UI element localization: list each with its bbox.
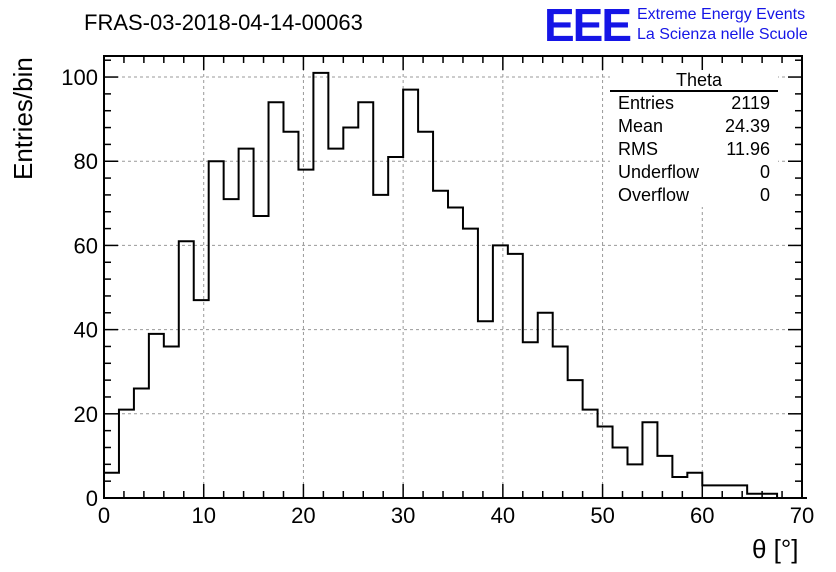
x-tick-label: 50 [590, 503, 614, 528]
y-tick-label: 0 [86, 486, 98, 511]
stat-row-rms: RMS 11.96 [610, 138, 778, 161]
axis-ticks [103, 56, 803, 499]
y-tick-label: 20 [74, 402, 98, 427]
stat-label: Underflow [618, 162, 700, 182]
stat-label: Entries [618, 93, 675, 113]
stat-label: RMS [618, 139, 658, 159]
chart-title: FRAS-03-2018-04-14-00063 [84, 10, 363, 35]
stat-row-mean: Mean 24.39 [610, 115, 778, 138]
x-axis-label: θ [°] [752, 534, 799, 564]
stat-value: 0 [759, 162, 770, 182]
stats-box: Theta Entries 2119 Mean 24.39 RMS 11.96 … [610, 70, 778, 207]
stat-row-overflow: Overflow 0 [610, 184, 778, 207]
stat-value: 24.39 [724, 116, 770, 136]
x-tick-label: 10 [191, 503, 215, 528]
y-tick-label: 40 [74, 318, 98, 343]
logo-line-1: Extreme Energy Events [637, 6, 806, 23]
histogram-line [103, 71, 807, 499]
stat-value: 2119 [731, 93, 770, 113]
x-tick-label: 70 [790, 503, 814, 528]
plot-frame [103, 55, 803, 499]
eee-logo: EEE [544, 0, 632, 51]
y-axis-label: Entries/bin [8, 57, 38, 180]
stat-value: 11.96 [726, 139, 770, 159]
x-tick-label: 0 [98, 503, 110, 528]
x-tick-label: 20 [291, 503, 315, 528]
y-tick-label: 100 [61, 65, 98, 90]
x-tick-label: 60 [690, 503, 714, 528]
y-tick-label: 60 [74, 233, 98, 258]
stat-row-entries: Entries 2119 [610, 92, 778, 115]
x-tick-label: 40 [491, 503, 515, 528]
stats-title: Theta [610, 70, 778, 92]
x-tick-label: 30 [391, 503, 415, 528]
stat-label: Mean [618, 116, 664, 136]
stat-row-underflow: Underflow 0 [610, 161, 778, 184]
tick-labels: 0 10 20 30 40 50 60 70 0 20 40 60 80 100 [61, 65, 814, 528]
logo-line-2: La Scienza nelle Scuole [637, 26, 808, 43]
stat-label: Overflow [618, 185, 690, 205]
stat-value: 0 [759, 185, 770, 205]
y-tick-label: 80 [74, 149, 98, 174]
